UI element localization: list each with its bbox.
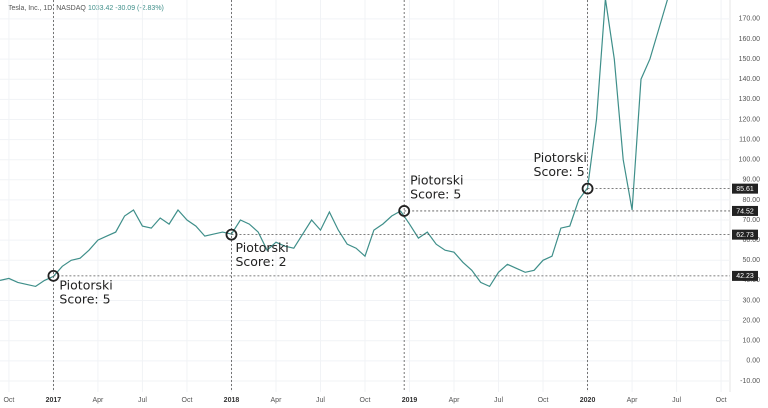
x-tick-label: Apr xyxy=(271,397,283,404)
price-label: 85.61 xyxy=(736,186,754,193)
price-label: 74.52 xyxy=(736,208,754,215)
price-line xyxy=(0,0,668,288)
y-tick-label: 130.00 xyxy=(739,96,761,103)
y-tick-label: 20.00 xyxy=(742,317,760,324)
x-tick-label: 2019 xyxy=(402,397,418,404)
y-tick-label: 90.00 xyxy=(742,177,760,184)
y-tick-label: 100.00 xyxy=(739,157,761,164)
price-label-box xyxy=(732,183,758,194)
header-quote: 1033.42 -30.09 (-2.83%) xyxy=(88,5,164,12)
y-tick-label: 150.00 xyxy=(739,56,761,63)
x-tick-label: Jul xyxy=(494,397,503,404)
annotation-label: Score: 5 xyxy=(534,164,585,179)
header-title: Tesla, Inc., 1D, NASDAQ xyxy=(8,5,86,12)
x-tick-label: Apr xyxy=(92,397,104,404)
y-tick-label: 70.00 xyxy=(742,217,760,224)
y-tick-label: 30.00 xyxy=(742,297,760,304)
price-label: 42.23 xyxy=(736,273,754,280)
x-tick-label: Oct xyxy=(716,397,727,404)
y-tick-label: 0.00 xyxy=(746,358,760,365)
y-tick-label: 140.00 xyxy=(739,76,761,83)
price-label-box xyxy=(732,270,758,281)
x-tick-label: Oct xyxy=(360,397,371,404)
annotation-label: Score: 5 xyxy=(59,291,110,306)
annotation-marker xyxy=(47,269,60,282)
y-tick-label: 110.00 xyxy=(739,136,760,143)
x-tick-label: Apr xyxy=(449,397,461,404)
y-tick-label: -10.00 xyxy=(740,378,760,385)
y-tick-label: 80.00 xyxy=(742,197,760,204)
y-tick-label: 120.00 xyxy=(739,116,761,123)
price-label-box xyxy=(732,205,758,216)
annotation-label: Score: 5 xyxy=(410,186,461,201)
x-tick-label: Jul xyxy=(138,397,147,404)
y-tick-label: 10.00 xyxy=(742,338,760,345)
x-tick-label: Jul xyxy=(316,397,325,404)
x-tick-label: Apr xyxy=(627,397,639,404)
price-label-box xyxy=(732,229,758,240)
x-tick-label: Oct xyxy=(182,397,193,404)
x-tick-label: Jul xyxy=(672,397,681,404)
annotation-marker xyxy=(581,182,594,195)
annotation-label: Score: 2 xyxy=(235,254,286,269)
plot-area xyxy=(0,0,668,288)
price-label: 62.73 xyxy=(736,232,754,239)
y-tick-label: 160.00 xyxy=(739,36,761,43)
x-tick-label: Oct xyxy=(3,397,14,404)
x-tick-label: 2020 xyxy=(580,397,596,404)
annotation-marker xyxy=(398,205,411,217)
annotation-label: Piotorski xyxy=(235,240,288,255)
y-tick-label: 170.00 xyxy=(739,16,761,23)
y-tick-label: 60.00 xyxy=(742,237,760,244)
x-tick-label: 2018 xyxy=(224,397,240,404)
annotation-label: Piotorski xyxy=(534,150,587,165)
annotation-label: Piotorski xyxy=(410,172,463,187)
annotation-label: Piotorski xyxy=(59,277,112,292)
x-tick-label: Oct xyxy=(538,397,549,404)
annotation-marker xyxy=(225,228,238,241)
y-tick-label: 50.00 xyxy=(742,257,760,264)
x-tick-label: 2017 xyxy=(46,397,62,404)
